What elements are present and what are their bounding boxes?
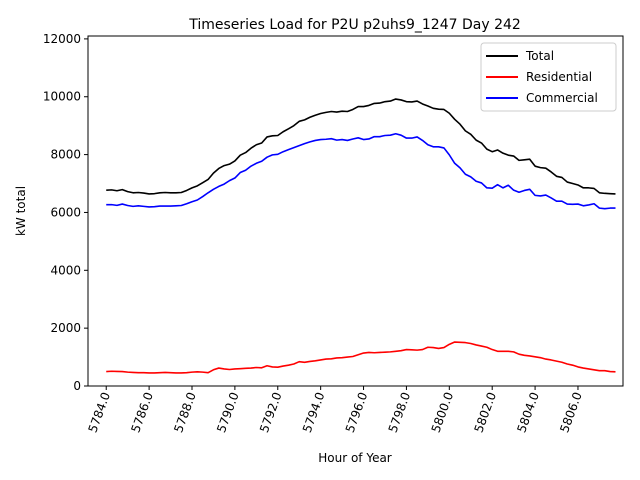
x-tick-label: 5804.0 (514, 390, 542, 434)
chart-title: Timeseries Load for P2U p2uhs9_1247 Day … (188, 17, 521, 33)
y-tick-label: 2000 (50, 321, 81, 335)
y-tick-label: 6000 (50, 205, 81, 219)
x-axis-label: Hour of Year (318, 451, 392, 465)
legend-label-residential: Residential (526, 70, 592, 84)
legend-label-commercial: Commercial (526, 91, 598, 105)
x-tick-label: 5806.0 (557, 390, 585, 434)
series-line-total (106, 98, 616, 195)
series-line-commercial (106, 132, 616, 210)
x-tick-label: 5802.0 (471, 390, 499, 434)
y-tick-label: 8000 (50, 148, 81, 162)
x-tick-label: 5796.0 (343, 390, 371, 434)
x-tick-label: 5798.0 (386, 390, 414, 434)
x-tick-label: 5784.0 (86, 390, 114, 434)
legend: Total Residential Commercial (480, 42, 617, 112)
y-tick-label: 0 (73, 379, 81, 393)
x-tick-label: 5788.0 (171, 390, 199, 434)
legend-box (480, 42, 617, 112)
x-tick-label: 5786.0 (128, 390, 156, 434)
series-line-residential (106, 341, 616, 374)
series-lines (106, 98, 616, 374)
legend-label-total: Total (525, 49, 554, 63)
plot-frame (87, 35, 624, 387)
x-tick-label: 5800.0 (429, 390, 457, 434)
y-axis-label: kW total (14, 186, 28, 236)
x-tick-label: 5790.0 (214, 390, 242, 434)
y-axis: 0 2000 4000 6000 8000 10000 12000 (43, 32, 88, 393)
x-tick-label: 5792.0 (257, 390, 285, 434)
x-tick-label: 5794.0 (300, 390, 328, 434)
y-tick-label: 10000 (43, 90, 81, 104)
y-tick-label: 12000 (43, 32, 81, 46)
plot-area (87, 35, 624, 387)
y-tick-label: 4000 (50, 263, 81, 277)
x-axis: 5784.0 5786.0 5788.0 5790.0 5792.0 5794.0 5796… (86, 386, 585, 434)
